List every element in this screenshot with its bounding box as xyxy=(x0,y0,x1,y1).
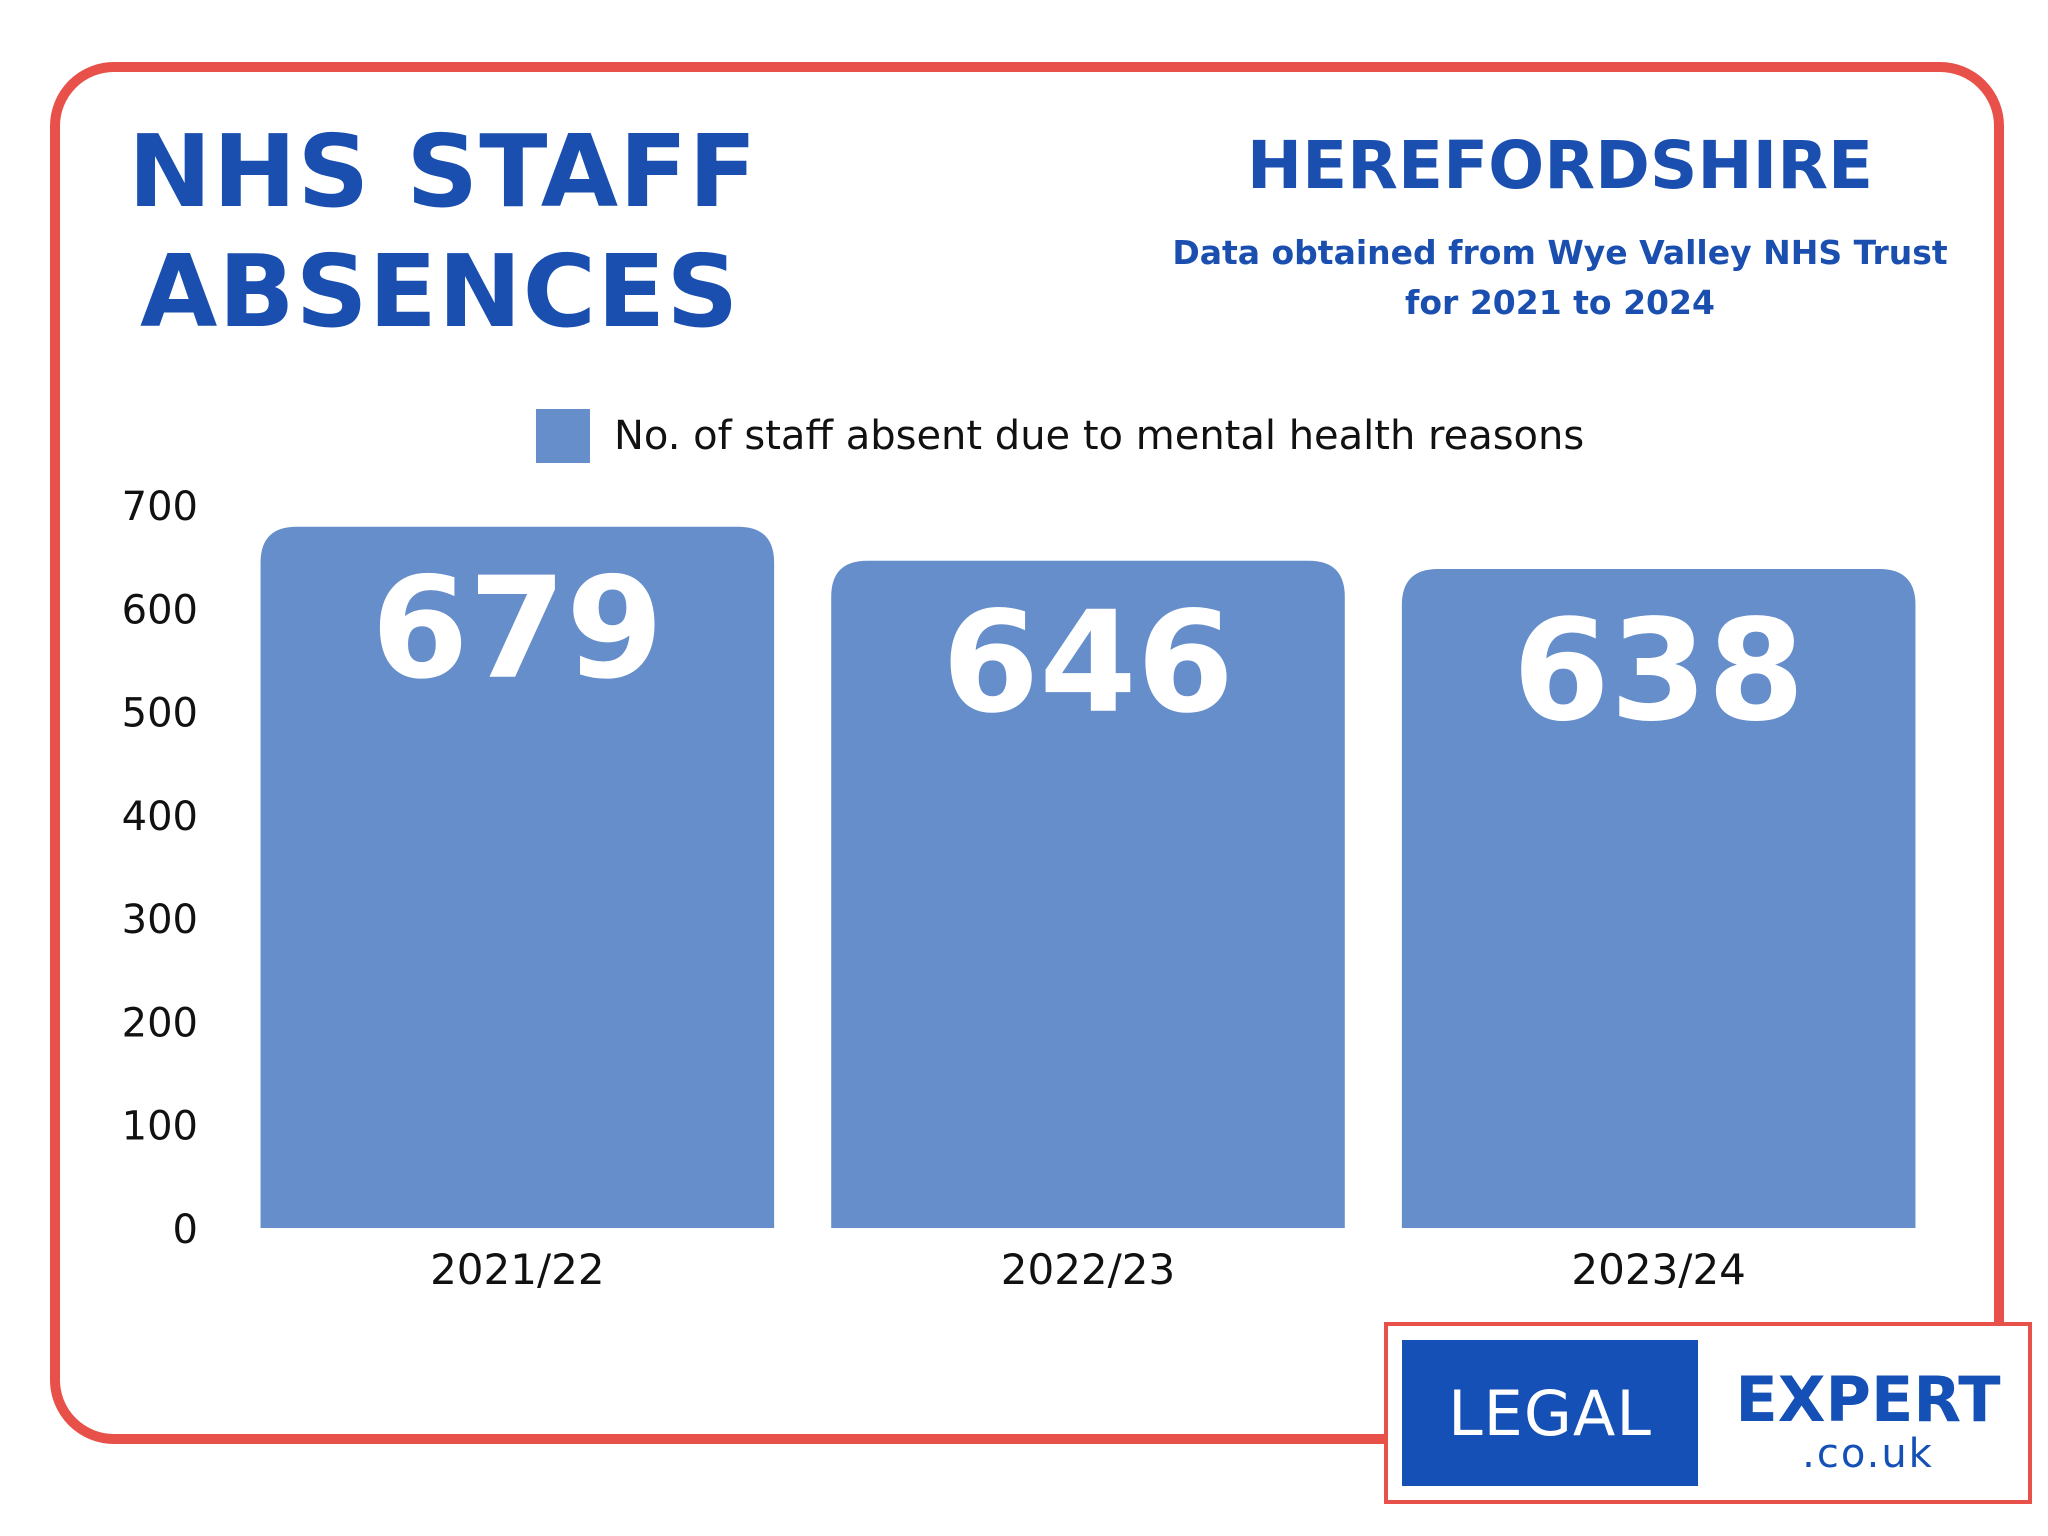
x-tick-label: 2021/22 xyxy=(430,1245,604,1294)
y-tick-label-400: 400 xyxy=(122,794,198,840)
bar-2023-24 xyxy=(1401,569,1916,1228)
source-line-1: Data obtained from Wye Valley NHS Trust xyxy=(1172,233,1948,272)
page-title: NHS STAFF ABSENCES xyxy=(128,112,758,352)
x-tick-label: 2022/23 xyxy=(1001,1245,1175,1294)
y-tick-label-300: 300 xyxy=(122,897,198,943)
title-line-2: ABSENCES xyxy=(140,233,740,350)
source-line-2: for 2021 to 2024 xyxy=(1405,283,1715,322)
legend-label: No. of staff absent due to mental health… xyxy=(614,413,1585,459)
logo-legal-text: LEGAL xyxy=(1402,1340,1698,1486)
y-tick-label-600: 600 xyxy=(122,587,198,633)
y-tick-label-100: 100 xyxy=(122,1104,198,1150)
region-heading: HEREFORDSHIRE xyxy=(1246,127,1874,204)
legend-swatch xyxy=(536,409,590,463)
data-source-note: Data obtained from Wye Valley NHS Trust … xyxy=(1160,228,1960,328)
title-line-1: NHS STAFF xyxy=(128,113,758,230)
y-tick-label-700: 700 xyxy=(122,484,198,530)
x-tick-label: 2023/24 xyxy=(1571,1245,1745,1294)
y-tick-label-200: 200 xyxy=(122,1000,198,1046)
bar-2021-22 xyxy=(260,526,775,1228)
y-tick-label-500: 500 xyxy=(122,691,198,737)
legal-expert-logo: LEGAL EXPERT .co.uk xyxy=(1384,1322,2032,1504)
logo-expert-text: EXPERT xyxy=(1735,1363,2001,1436)
bar-2022-23 xyxy=(831,560,1345,1228)
bar-value-label: 646 xyxy=(942,582,1234,745)
y-tick-label-0: 0 xyxy=(173,1207,198,1253)
bar-value-label: 638 xyxy=(1513,590,1805,753)
chart-legend: No. of staff absent due to mental health… xyxy=(536,408,1584,464)
bar-value-label: 679 xyxy=(371,548,663,711)
logo-domain-text: .co.uk xyxy=(1802,1431,1934,1477)
